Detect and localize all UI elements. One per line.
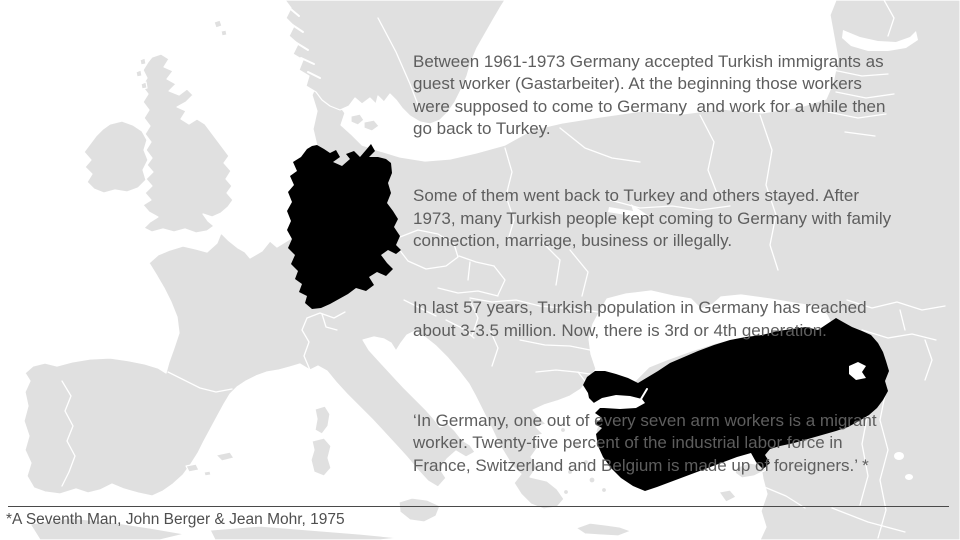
map-balearics [185, 463, 200, 473]
lake-van [849, 362, 866, 380]
sea-of-azov [608, 204, 649, 223]
map-sardinia [310, 437, 332, 477]
paragraph-history: Between 1961-1973 Germany accepted Turki… [413, 51, 886, 139]
iraq-lakes [894, 452, 913, 480]
norway-fjords [286, 5, 321, 79]
paragraph-after-1973: Some of them went back to Turkey and oth… [413, 186, 892, 251]
map-danish-isles [350, 113, 365, 126]
map-corsica [314, 405, 331, 435]
map-sicily [398, 497, 441, 523]
bosphorus-strait [640, 388, 648, 400]
country-borders [61, 0, 946, 539]
slide-body-text: Between 1961-1973 Germany accepted Turki… [413, 6, 960, 522]
map-great-britain [141, 53, 234, 234]
map-turkey [583, 318, 889, 491]
map-islands [29, 19, 767, 540]
quote-seventh-man: ‘In Germany, one out of every seven arm … [413, 410, 877, 475]
map-germany [287, 144, 401, 309]
gulf-of-finland [842, 30, 918, 51]
map-ireland [83, 120, 149, 194]
map-rhodes [718, 489, 737, 503]
map-scandinavia [284, 0, 506, 125]
footnote-citation: *A Seventh Man, John Berger & Jean Mohr,… [6, 511, 345, 528]
dardanelles-strait [587, 406, 598, 417]
map-crete [575, 522, 632, 537]
map-north-africa [29, 517, 401, 540]
map-cyprus [734, 462, 767, 479]
sea-of-marmara [592, 395, 645, 409]
paragraph-population: In last 57 years, Turkish population in … [413, 298, 867, 340]
footnote-divider [8, 506, 949, 507]
